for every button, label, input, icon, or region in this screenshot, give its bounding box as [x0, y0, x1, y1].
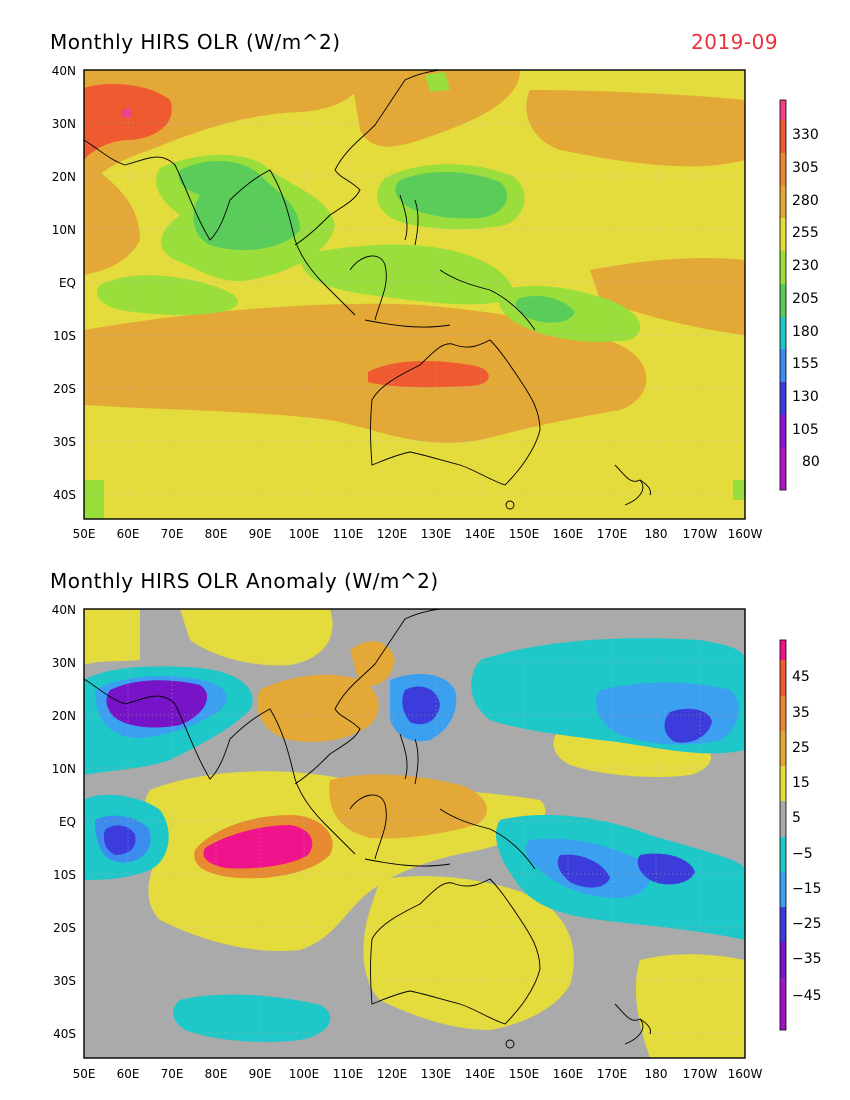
lon-label: 60E [117, 1067, 140, 1081]
lat-label: 30N [52, 117, 76, 131]
colorbar-label: 45 [792, 669, 810, 685]
lat-label: 10S [53, 329, 76, 343]
lat-label: 10N [52, 762, 76, 776]
colorbar-label: 255 [792, 225, 819, 241]
lat-label: 40N [52, 64, 76, 78]
lon-label: 160W [728, 1067, 763, 1081]
anomaly-grid [84, 609, 745, 1058]
date-label: 2019-09 [691, 30, 779, 54]
lon-label: 120E [377, 527, 408, 541]
colorbar-label: 80 [802, 454, 820, 470]
lon-label: 140E [465, 527, 496, 541]
colorbar-label: −15 [792, 881, 822, 897]
lon-label: 170W [683, 1067, 718, 1081]
olr-grid [84, 70, 745, 519]
lat-label: 40S [53, 488, 76, 502]
lon-label: 110E [333, 1067, 364, 1081]
anomaly-map-title: Monthly HIRS OLR Anomaly (W/m^2) [50, 569, 439, 593]
colorbar-label: 330 [792, 127, 819, 143]
colorbar-label: 230 [792, 258, 819, 274]
lon-label: 160E [553, 1067, 584, 1081]
colorbar-label: −5 [792, 846, 813, 862]
lon-label: 130E [421, 1067, 452, 1081]
olr-lat-labels: 40N 30N 20N 10N EQ 10S 20S 30S 40S [52, 64, 76, 502]
olr-colorbar-labels: 330 305 280 255 230 205 180 155 130 105 … [792, 127, 820, 470]
colorbar-label: −35 [792, 951, 822, 967]
lon-label: 110E [333, 527, 364, 541]
lon-label: 170W [683, 527, 718, 541]
lat-label: 10N [52, 223, 76, 237]
colorbar-label: 25 [792, 740, 810, 756]
lon-label: 100E [289, 1067, 320, 1081]
lon-label: 160E [553, 527, 584, 541]
lon-label: 170E [597, 527, 628, 541]
lon-label: 70E [161, 1067, 184, 1081]
lat-label: EQ [59, 276, 76, 290]
olr-lon-labels: 50E 60E 70E 80E 90E 100E 110E 120E 130E … [73, 527, 763, 541]
lon-label: 70E [161, 527, 184, 541]
lat-label: 20N [52, 170, 76, 184]
lon-label: 60E [117, 527, 140, 541]
olr-map-frame [83, 69, 746, 520]
anomaly-colorbar [779, 639, 787, 1031]
anomaly-coastlines [84, 609, 651, 1049]
lon-label: 150E [509, 527, 540, 541]
lat-label: 20S [53, 382, 76, 396]
lon-label: 80E [205, 1067, 228, 1081]
colorbar-label: 105 [792, 422, 819, 438]
olr-colorbar [779, 99, 787, 491]
colorbar-label: −45 [792, 988, 822, 1004]
colorbar-label: 130 [792, 389, 819, 405]
colorbar-label: 180 [792, 324, 819, 340]
olr-map [84, 70, 745, 519]
olr-map-title: Monthly HIRS OLR (W/m^2) [50, 30, 341, 54]
olr-coastlines [84, 70, 651, 510]
lon-label: 50E [73, 1067, 96, 1081]
lon-label: 90E [249, 1067, 272, 1081]
lon-label: 80E [205, 527, 228, 541]
colorbar-label: −25 [792, 916, 822, 932]
anomaly-lon-labels: 50E 60E 70E 80E 90E 100E 110E 120E 130E … [73, 1067, 763, 1081]
lon-label: 130E [421, 527, 452, 541]
lat-label: 10S [53, 868, 76, 882]
anomaly-map-frame [83, 608, 746, 1059]
colorbar-label: 205 [792, 291, 819, 307]
lon-label: 90E [249, 527, 272, 541]
lon-label: 170E [597, 1067, 628, 1081]
lat-label: 30S [53, 435, 76, 449]
lon-label: 50E [73, 527, 96, 541]
lat-label: 30S [53, 974, 76, 988]
anomaly-map [84, 609, 745, 1058]
lon-label: 100E [289, 527, 320, 541]
colorbar-label: 15 [792, 775, 810, 791]
lon-label: 180 [645, 1067, 668, 1081]
lon-label: 150E [509, 1067, 540, 1081]
lat-label: 40S [53, 1027, 76, 1041]
lat-label: 40N [52, 603, 76, 617]
lon-label: 140E [465, 1067, 496, 1081]
lat-label: 20S [53, 921, 76, 935]
anomaly-colorbar-labels: 45 35 25 15 5 −5 −15 −25 −35 −45 [792, 669, 822, 1004]
colorbar-label: 35 [792, 705, 810, 721]
lon-label: 160W [728, 527, 763, 541]
colorbar-label: 280 [792, 193, 819, 209]
colorbar-label: 305 [792, 160, 819, 176]
colorbar-label: 5 [792, 810, 801, 826]
anomaly-lat-labels: 40N 30N 20N 10N EQ 10S 20S 30S 40S [52, 603, 76, 1041]
lat-label: 20N [52, 709, 76, 723]
lat-label: EQ [59, 815, 76, 829]
lat-label: 30N [52, 656, 76, 670]
lon-label: 120E [377, 1067, 408, 1081]
lon-label: 180 [645, 527, 668, 541]
colorbar-label: 155 [792, 356, 819, 372]
